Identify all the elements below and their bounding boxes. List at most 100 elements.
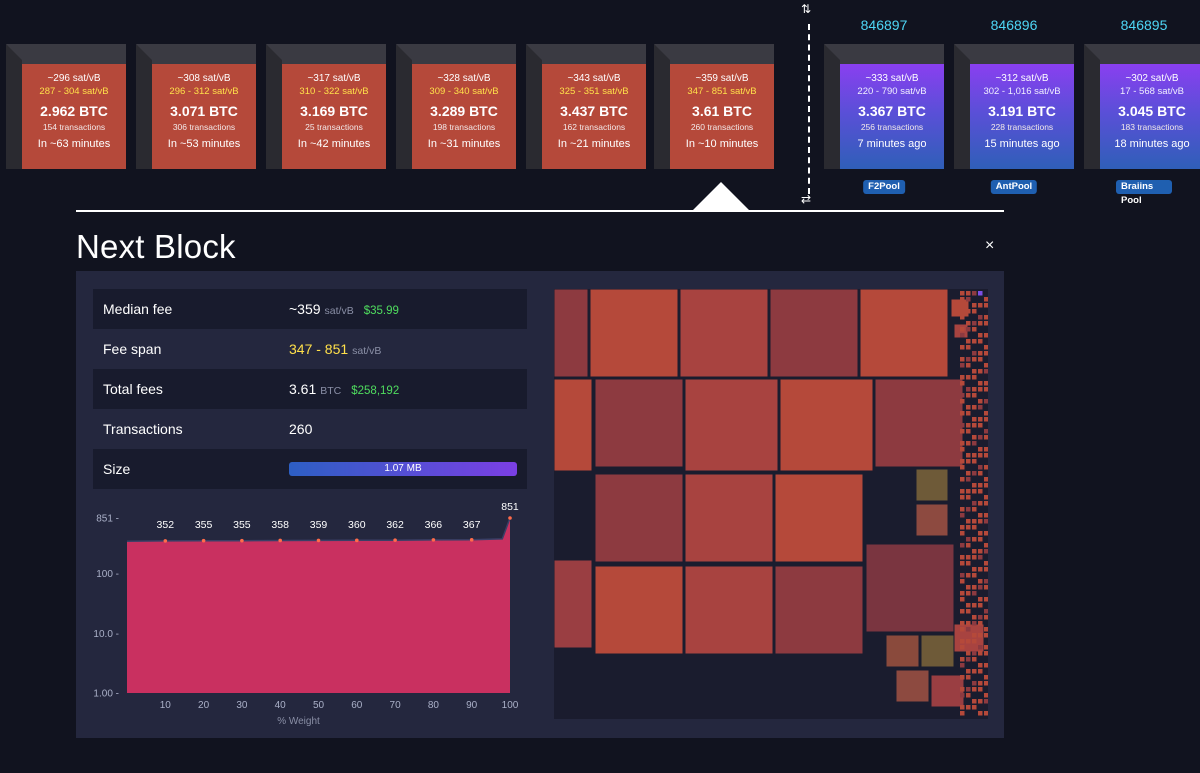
transaction-tile[interactable] — [978, 687, 983, 692]
transaction-tile[interactable] — [966, 297, 971, 302]
transaction-tile[interactable] — [966, 321, 971, 326]
transaction-tile[interactable] — [978, 597, 983, 602]
transaction-tile[interactable] — [960, 711, 965, 716]
pending-block[interactable]: ~343 sat/vB 325 - 351 sat/vB 3.437 BTC 162 … — [526, 44, 646, 169]
transaction-tile[interactable] — [972, 699, 977, 704]
transaction-tile[interactable] — [960, 693, 965, 698]
transaction-tile[interactable] — [960, 477, 965, 482]
transaction-tile[interactable] — [984, 465, 988, 470]
transaction-tile[interactable] — [960, 579, 965, 584]
transaction-tile[interactable] — [594, 378, 684, 468]
transaction-tile[interactable] — [984, 543, 988, 548]
transaction-tile[interactable] — [960, 663, 965, 668]
transaction-tile[interactable] — [984, 663, 988, 668]
transaction-tile[interactable] — [960, 597, 965, 602]
transaction-tile[interactable] — [972, 537, 977, 542]
transaction-tile[interactable] — [978, 351, 983, 356]
transaction-tile[interactable] — [972, 567, 977, 572]
transaction-tile[interactable] — [960, 381, 965, 386]
transaction-tile[interactable] — [960, 507, 965, 512]
transaction-tile[interactable] — [984, 297, 988, 302]
transaction-tile[interactable] — [978, 471, 983, 476]
transaction-tile[interactable] — [966, 537, 971, 542]
transaction-tile[interactable] — [966, 603, 971, 608]
transaction-tile[interactable] — [984, 645, 988, 650]
transaction-tile[interactable] — [978, 405, 983, 410]
transaction-tile[interactable] — [984, 333, 988, 338]
transaction-tile[interactable] — [972, 393, 977, 398]
transaction-tile[interactable] — [984, 549, 988, 554]
transaction-tile[interactable] — [966, 519, 971, 524]
transaction-tile[interactable] — [984, 399, 988, 404]
transaction-tile[interactable] — [960, 327, 965, 332]
transaction-tile[interactable] — [984, 531, 988, 536]
transaction-tile[interactable] — [972, 423, 977, 428]
transaction-tile[interactable] — [972, 327, 977, 332]
transaction-tile[interactable] — [960, 573, 965, 578]
transaction-tile[interactable] — [966, 309, 971, 314]
transaction-tile[interactable] — [978, 669, 983, 674]
transaction-tile[interactable] — [966, 687, 971, 692]
transaction-tile[interactable] — [960, 645, 965, 650]
transaction-tile[interactable] — [679, 289, 769, 378]
transaction-tile[interactable] — [978, 621, 983, 626]
transaction-tile[interactable] — [984, 453, 988, 458]
transaction-tile[interactable] — [984, 633, 988, 638]
transaction-tile[interactable] — [774, 473, 864, 563]
transaction-tile[interactable] — [966, 495, 971, 500]
transaction-tile[interactable] — [984, 417, 988, 422]
transaction-tile[interactable] — [972, 489, 977, 494]
transaction-tile[interactable] — [972, 321, 977, 326]
transaction-tile[interactable] — [978, 519, 983, 524]
transaction-tile[interactable] — [972, 615, 977, 620]
transaction-tile[interactable] — [972, 471, 977, 476]
transaction-tile[interactable] — [960, 309, 965, 314]
transaction-tile[interactable] — [960, 609, 965, 614]
transaction-tile[interactable] — [978, 555, 983, 560]
transaction-tile[interactable] — [984, 363, 988, 368]
transaction-tile[interactable] — [972, 459, 977, 464]
transaction-tile[interactable] — [966, 693, 971, 698]
mining-pool-badge[interactable]: F2Pool — [863, 180, 905, 194]
transaction-tile[interactable] — [978, 417, 983, 422]
transaction-tile[interactable] — [978, 453, 983, 458]
transaction-tile[interactable] — [966, 345, 971, 350]
transaction-tile[interactable] — [984, 519, 988, 524]
transaction-tile[interactable] — [972, 483, 977, 488]
transaction-tile[interactable] — [960, 627, 965, 632]
transaction-tile[interactable] — [972, 525, 977, 530]
transaction-tile[interactable] — [915, 503, 949, 537]
transaction-tile[interactable] — [972, 291, 977, 296]
transaction-tile[interactable] — [966, 669, 971, 674]
transaction-tile[interactable] — [984, 681, 988, 686]
transaction-tile[interactable] — [978, 315, 983, 320]
transaction-tile[interactable] — [966, 375, 971, 380]
transaction-tile[interactable] — [984, 495, 988, 500]
transaction-tile[interactable] — [960, 345, 965, 350]
transaction-tile[interactable] — [960, 705, 965, 710]
transaction-tile[interactable] — [972, 441, 977, 446]
transaction-tile[interactable] — [972, 351, 977, 356]
transaction-tile[interactable] — [960, 363, 965, 368]
transaction-tile[interactable] — [978, 423, 983, 428]
transaction-tile[interactable] — [960, 375, 965, 380]
transaction-tile[interactable] — [972, 585, 977, 590]
transaction-tile[interactable] — [984, 351, 988, 356]
transaction-tile[interactable] — [984, 411, 988, 416]
transaction-tile[interactable] — [972, 633, 977, 638]
transaction-tile[interactable] — [984, 345, 988, 350]
transaction-tile[interactable] — [972, 549, 977, 554]
transaction-tile[interactable] — [972, 687, 977, 692]
transaction-tile[interactable] — [978, 303, 983, 308]
transaction-tile[interactable] — [774, 565, 864, 655]
transaction-tile[interactable] — [966, 639, 971, 644]
transaction-tile[interactable] — [972, 501, 977, 506]
transaction-tile[interactable] — [960, 423, 965, 428]
transaction-tile[interactable] — [978, 603, 983, 608]
transaction-tile[interactable] — [972, 651, 977, 656]
transaction-tile[interactable] — [978, 645, 983, 650]
transaction-tile[interactable] — [960, 561, 965, 566]
transaction-tile[interactable] — [972, 303, 977, 308]
transaction-tile[interactable] — [972, 681, 977, 686]
transaction-tile[interactable] — [930, 674, 965, 708]
